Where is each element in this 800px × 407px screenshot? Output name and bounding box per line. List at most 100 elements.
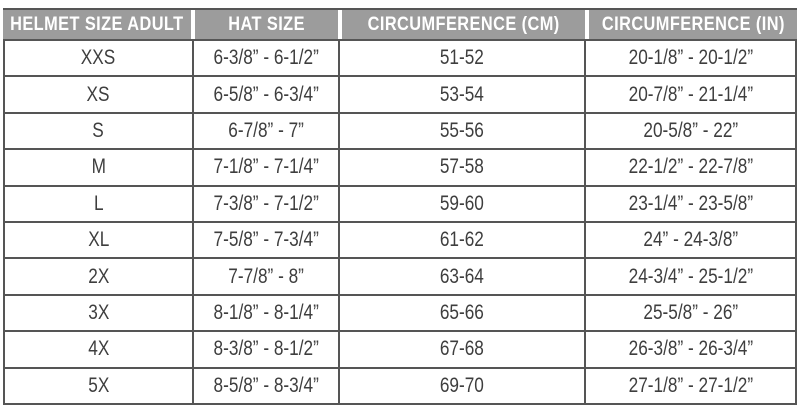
circumference-cm-cell: 61-62 xyxy=(337,222,584,258)
cell-value: 7-3/8” - 7-1/2” xyxy=(213,191,319,215)
cell-value: 63-64 xyxy=(440,264,485,288)
cell-value: 4X xyxy=(87,337,109,361)
circumference-in-cell: 23-1/4” - 23-5/8” xyxy=(584,186,795,221)
cell-value: 26-3/8” - 26-3/4” xyxy=(628,337,753,361)
hat-size-cell: 7-5/8” - 7-3/4” xyxy=(191,222,338,258)
circumference-cm-cell: 57-58 xyxy=(337,150,584,185)
helmet-size-cell: 4X xyxy=(5,332,192,366)
circumference-cm-cell: 51-52 xyxy=(337,41,584,76)
hat-size-cell: 7-7/8” - 8” xyxy=(191,259,338,294)
table-row: 2X 7-7/8” - 8” 63-64 24-3/4” - 25-1/2” xyxy=(5,257,795,294)
cell-value: 69-70 xyxy=(440,373,485,397)
cell-value: 6-3/8” - 6-1/2” xyxy=(213,46,319,70)
hat-size-cell: 7-1/8” - 7-1/4” xyxy=(191,150,338,185)
circumference-in-cell: 22-1/2” - 22-7/8” xyxy=(584,150,795,185)
column-header-circumference-cm: CIRCUMFERENCE (CM) xyxy=(337,10,586,39)
table-body: XXS 6-3/8” - 6-1/2” 51-52 20-1/8” - 20-1… xyxy=(3,39,797,405)
hat-size-cell: 8-3/8” - 8-1/2” xyxy=(191,332,338,367)
cell-value: M xyxy=(91,155,106,179)
helmet-size-cell: XL xyxy=(5,223,192,257)
hat-size-cell: 6-3/8” - 6-1/2” xyxy=(191,41,338,76)
cell-value: 23-1/4” - 23-5/8” xyxy=(628,191,753,215)
circumference-cm-cell: 63-64 xyxy=(337,259,584,294)
cell-value: 24” - 24-3/8” xyxy=(643,228,739,252)
column-header-label: HAT SIZE xyxy=(227,13,305,35)
cell-value: S xyxy=(92,118,105,142)
circumference-cm-cell: 55-56 xyxy=(337,113,584,149)
cell-value: 6-7/8” - 7” xyxy=(228,118,304,142)
cell-value: 65-66 xyxy=(440,300,485,324)
table-row: 3X 8-1/8” - 8-1/4” 65-66 25-5/8” - 26” xyxy=(5,293,795,331)
cell-value: 8-1/8” - 8-1/4” xyxy=(213,300,319,324)
circumference-in-cell: 24” - 24-3/8” xyxy=(584,222,795,258)
circumference-in-cell: 20-1/8” - 20-1/2” xyxy=(584,41,795,76)
circumference-in-cell: 25-5/8” - 26” xyxy=(584,295,795,331)
helmet-size-cell: 3X xyxy=(5,296,192,330)
column-header-helmet-size: HELMET SIZE ADULT xyxy=(3,10,191,39)
cell-value: 5X xyxy=(87,373,109,397)
table-header-row: HELMET SIZE ADULT HAT SIZE CIRCUMFERENCE… xyxy=(3,8,797,39)
hat-size-cell: 8-1/8” - 8-1/4” xyxy=(191,295,338,331)
circumference-in-cell: 27-1/8” - 27-1/2” xyxy=(584,368,795,403)
table-row: XS 6-5/8” - 6-3/4” 53-54 20-7/8” - 21-1/… xyxy=(5,75,795,112)
cell-value: 7-7/8” - 8” xyxy=(228,264,304,288)
cell-value: 67-68 xyxy=(440,337,485,361)
cell-value: 59-60 xyxy=(440,191,485,215)
helmet-size-cell: M xyxy=(5,150,192,184)
circumference-cm-cell: 67-68 xyxy=(337,332,584,367)
cell-value: 8-5/8” - 8-3/4” xyxy=(213,373,319,397)
circumference-cm-cell: 65-66 xyxy=(337,295,584,331)
cell-value: 2X xyxy=(87,264,109,288)
table-row: 5X 8-5/8” - 8-3/4” 69-70 27-1/8” - 27-1/… xyxy=(5,366,795,403)
cell-value: 6-5/8” - 6-3/4” xyxy=(213,82,319,106)
cell-value: 3X xyxy=(87,300,109,324)
column-header-label: CIRCUMFERENCE (IN) xyxy=(601,13,785,35)
circumference-in-cell: 24-3/4” - 25-1/2” xyxy=(584,259,795,294)
cell-value: 7-1/8” - 7-1/4” xyxy=(213,155,319,179)
helmet-size-cell: L xyxy=(5,187,192,221)
cell-value: 53-54 xyxy=(440,82,485,106)
cell-value: 27-1/8” - 27-1/2” xyxy=(628,373,753,397)
cell-value: 25-5/8” - 26” xyxy=(643,300,739,324)
cell-value: 20-5/8” - 22” xyxy=(643,118,739,142)
cell-value: 7-5/8” - 7-3/4” xyxy=(213,228,319,252)
cell-value: 22-1/2” - 22-7/8” xyxy=(628,155,753,179)
cell-value: 55-56 xyxy=(440,118,485,142)
circumference-cm-cell: 53-54 xyxy=(337,77,584,112)
column-header-hat-size: HAT SIZE xyxy=(190,10,338,39)
table-row: S 6-7/8” - 7” 55-56 20-5/8” - 22” xyxy=(5,111,795,149)
column-header-circumference-in: CIRCUMFERENCE (IN) xyxy=(585,10,797,39)
table-row: M 7-1/8” - 7-1/4” 57-58 22-1/2” - 22-7/8… xyxy=(5,148,795,185)
column-header-label: HELMET SIZE ADULT xyxy=(10,13,184,35)
hat-size-cell: 8-5/8” - 8-3/4” xyxy=(191,368,338,403)
helmet-size-cell: XXS xyxy=(5,41,192,75)
helmet-size-chart-table: HELMET SIZE ADULT HAT SIZE CIRCUMFERENCE… xyxy=(3,8,797,405)
cell-value: 8-3/8” - 8-1/2” xyxy=(213,337,319,361)
hat-size-cell: 6-7/8” - 7” xyxy=(191,113,338,149)
circumference-in-cell: 20-7/8” - 21-1/4” xyxy=(584,77,795,112)
cell-value: XS xyxy=(86,82,110,106)
cell-value: 20-7/8” - 21-1/4” xyxy=(628,82,753,106)
helmet-size-cell: 5X xyxy=(5,369,192,403)
cell-value: 20-1/8” - 20-1/2” xyxy=(628,46,753,70)
circumference-in-cell: 20-5/8” - 22” xyxy=(584,113,795,149)
helmet-size-cell: 2X xyxy=(5,259,192,293)
cell-value: 61-62 xyxy=(440,228,485,252)
circumference-cm-cell: 59-60 xyxy=(337,186,584,221)
hat-size-cell: 6-5/8” - 6-3/4” xyxy=(191,77,338,112)
column-header-label: CIRCUMFERENCE (CM) xyxy=(367,13,560,35)
cell-value: 57-58 xyxy=(440,155,485,179)
cell-value: 24-3/4” - 25-1/2” xyxy=(628,264,753,288)
circumference-cm-cell: 69-70 xyxy=(337,368,584,403)
cell-value: XXS xyxy=(81,46,116,70)
cell-value: XL xyxy=(87,228,109,252)
circumference-in-cell: 26-3/8” - 26-3/4” xyxy=(584,332,795,367)
cell-value: 51-52 xyxy=(440,46,485,70)
table-row: L 7-3/8” - 7-1/2” 59-60 23-1/4” - 23-5/8… xyxy=(5,184,795,221)
table-row: XL 7-5/8” - 7-3/4” 61-62 24” - 24-3/8” xyxy=(5,220,795,258)
helmet-size-cell: S xyxy=(5,114,192,148)
table-row: 4X 8-3/8” - 8-1/2” 67-68 26-3/8” - 26-3/… xyxy=(5,330,795,367)
table-row: XXS 6-3/8” - 6-1/2” 51-52 20-1/8” - 20-1… xyxy=(5,41,795,76)
hat-size-cell: 7-3/8” - 7-1/2” xyxy=(191,186,338,221)
helmet-size-cell: XS xyxy=(5,77,192,111)
